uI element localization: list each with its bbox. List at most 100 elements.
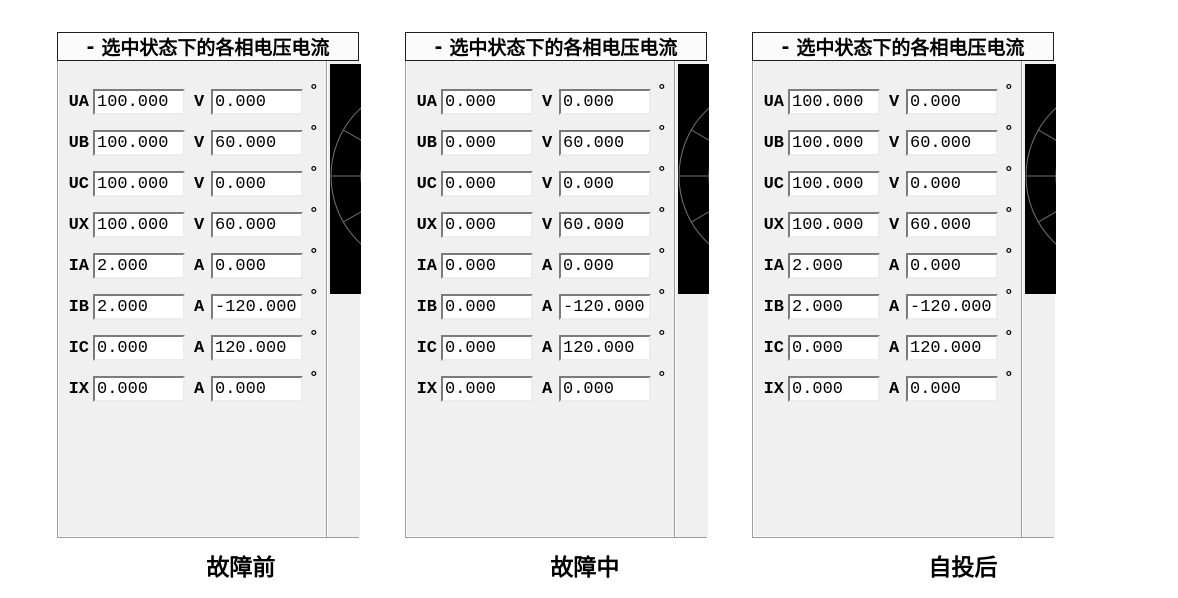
phase-row: IX A ° <box>406 369 674 402</box>
phase-label: IC <box>763 339 784 358</box>
unit-label: V <box>889 134 900 153</box>
collapse-indicator-icon[interactable]: - <box>86 35 95 58</box>
magnitude-input[interactable] <box>441 130 533 156</box>
magnitude-input[interactable] <box>788 376 880 402</box>
magnitude-input[interactable] <box>93 376 185 402</box>
unit-label: A <box>542 339 553 358</box>
collapse-indicator-icon[interactable]: - <box>781 35 790 58</box>
panel-body: UA V ° UB V ° UC V ° UX V ° IA A ° IB A … <box>752 61 1056 538</box>
unit-label: V <box>194 93 205 112</box>
degree-symbol: ° <box>657 205 667 223</box>
angle-input[interactable] <box>211 294 303 320</box>
magnitude-input[interactable] <box>788 130 880 156</box>
phasor-polar-grid-icon <box>1025 107 1056 245</box>
phase-row: IC A ° <box>406 328 674 361</box>
angle-input[interactable] <box>559 335 651 361</box>
phase-row: UA V ° <box>406 82 674 115</box>
angle-input[interactable] <box>906 130 998 156</box>
angle-input[interactable] <box>906 376 998 402</box>
angle-input[interactable] <box>906 171 998 197</box>
degree-symbol: ° <box>309 328 319 346</box>
phase-label: UB <box>68 134 89 153</box>
magnitude-input[interactable] <box>93 171 185 197</box>
angle-input[interactable] <box>211 376 303 402</box>
phase-label: UC <box>416 175 437 194</box>
phase-label: UB <box>763 134 784 153</box>
degree-symbol: ° <box>657 82 667 100</box>
phase-row: IB A ° <box>58 287 326 320</box>
unit-label: A <box>889 339 900 358</box>
phase-row: UB V ° <box>58 123 326 156</box>
angle-input[interactable] <box>906 212 998 238</box>
magnitude-input[interactable] <box>788 89 880 115</box>
unit-label: V <box>194 134 205 153</box>
panel-header[interactable]: - 选中状态下的各相电压电流 <box>752 32 1054 61</box>
unit-label: A <box>194 380 205 399</box>
phase-label: UX <box>416 216 437 235</box>
degree-symbol: ° <box>309 164 319 182</box>
phase-label: IC <box>68 339 89 358</box>
phase-label: IB <box>68 298 89 317</box>
angle-input[interactable] <box>559 89 651 115</box>
degree-symbol: ° <box>1004 164 1014 182</box>
magnitude-input[interactable] <box>93 253 185 279</box>
magnitude-input[interactable] <box>93 130 185 156</box>
magnitude-input[interactable] <box>788 171 880 197</box>
magnitude-input[interactable] <box>93 212 185 238</box>
unit-label: V <box>889 175 900 194</box>
phase-row: UA V ° <box>753 82 1021 115</box>
panel-header[interactable]: - 选中状态下的各相电压电流 <box>405 32 707 61</box>
phase-values-panel: -选中状态下的各相电压电流 UA V ° UB V ° UC V ° UX V … <box>405 32 709 538</box>
angle-input[interactable] <box>211 253 303 279</box>
phasor-panel <box>326 61 361 537</box>
degree-symbol: ° <box>309 123 319 141</box>
unit-label: V <box>194 216 205 235</box>
angle-input[interactable] <box>559 171 651 197</box>
magnitude-input[interactable] <box>788 294 880 320</box>
magnitude-input[interactable] <box>441 89 533 115</box>
angle-input[interactable] <box>906 335 998 361</box>
magnitude-input[interactable] <box>788 212 880 238</box>
angle-input[interactable] <box>559 376 651 402</box>
angle-input[interactable] <box>906 294 998 320</box>
magnitude-input[interactable] <box>441 212 533 238</box>
magnitude-input[interactable] <box>93 89 185 115</box>
angle-input[interactable] <box>559 212 651 238</box>
angle-input[interactable] <box>559 253 651 279</box>
phase-rows: UA V ° UB V ° UC V ° UX V ° IA A ° IB A … <box>753 61 1021 537</box>
angle-input[interactable] <box>559 294 651 320</box>
angle-input[interactable] <box>906 253 998 279</box>
magnitude-input[interactable] <box>441 294 533 320</box>
magnitude-input[interactable] <box>441 335 533 361</box>
phasor-display <box>1025 64 1056 294</box>
angle-input[interactable] <box>559 130 651 156</box>
phase-label: UB <box>416 134 437 153</box>
panel-header[interactable]: - 选中状态下的各相电压电流 <box>57 32 359 61</box>
phasor-panel <box>1021 61 1056 537</box>
degree-symbol: ° <box>657 369 667 387</box>
degree-symbol: ° <box>657 123 667 141</box>
phase-row: UX V ° <box>753 205 1021 238</box>
magnitude-input[interactable] <box>441 253 533 279</box>
unit-label: A <box>889 298 900 317</box>
degree-symbol: ° <box>657 287 667 305</box>
angle-input[interactable] <box>211 212 303 238</box>
unit-label: A <box>542 380 553 399</box>
magnitude-input[interactable] <box>788 253 880 279</box>
angle-input[interactable] <box>211 130 303 156</box>
magnitude-input[interactable] <box>788 335 880 361</box>
magnitude-input[interactable] <box>441 376 533 402</box>
unit-label: A <box>194 298 205 317</box>
degree-symbol: ° <box>309 369 319 387</box>
magnitude-input[interactable] <box>441 171 533 197</box>
angle-input[interactable] <box>211 335 303 361</box>
magnitude-input[interactable] <box>93 294 185 320</box>
degree-symbol: ° <box>1004 246 1014 264</box>
panel-body: UA V ° UB V ° UC V ° UX V ° IA A ° IB A … <box>405 61 709 538</box>
magnitude-input[interactable] <box>93 335 185 361</box>
angle-input[interactable] <box>211 171 303 197</box>
angle-input[interactable] <box>906 89 998 115</box>
angle-input[interactable] <box>211 89 303 115</box>
collapse-indicator-icon[interactable]: - <box>434 35 443 58</box>
unit-label: V <box>889 216 900 235</box>
